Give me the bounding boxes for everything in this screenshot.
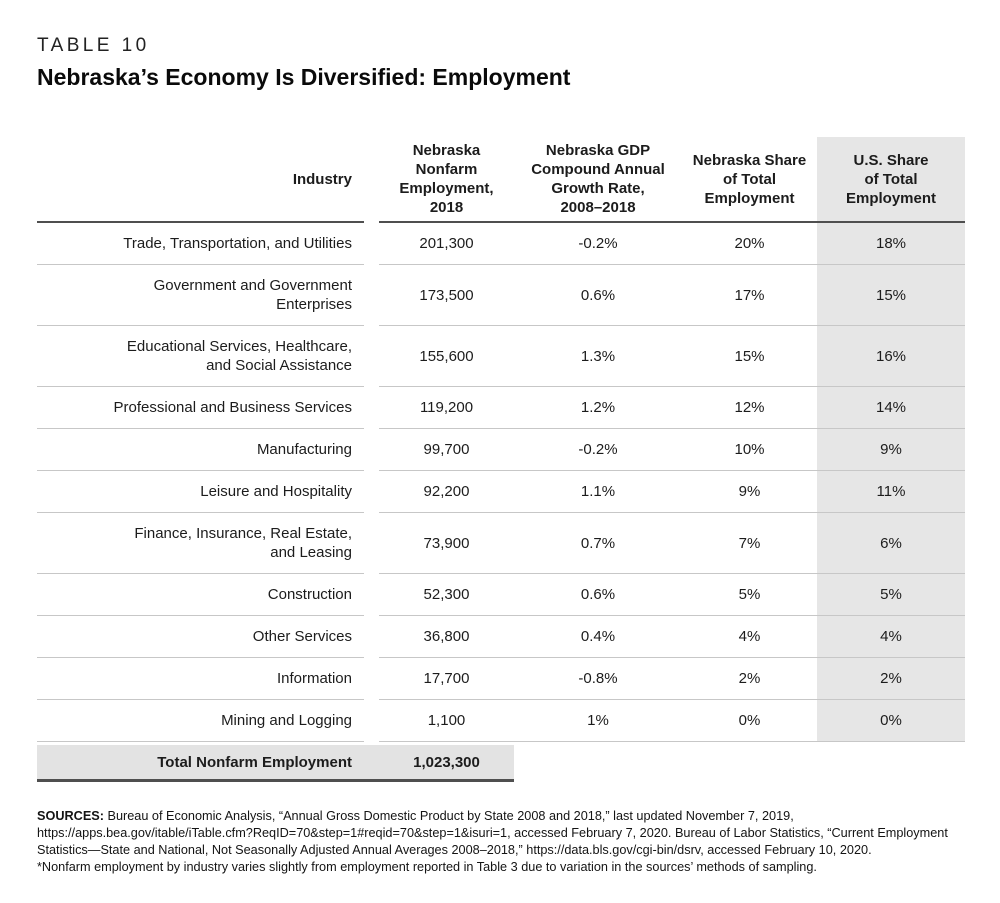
- us-share-cell: 11%: [817, 471, 965, 513]
- table-body: Trade, Transportation, and Utilities 201…: [37, 223, 965, 742]
- column-gap: [364, 616, 379, 658]
- employment-cell: 119,200: [379, 387, 514, 429]
- us-share-cell: 6%: [817, 513, 965, 574]
- table-row: Trade, Transportation, and Utilities 201…: [37, 223, 965, 265]
- column-gap: [364, 429, 379, 471]
- growth-cell: -0.2%: [514, 429, 682, 471]
- col-header-nonfarm-employment: Nebraska Nonfarm Employment, 2018: [379, 137, 514, 223]
- col-header-us-share: U.S. Share of Total Employment: [817, 137, 965, 223]
- growth-cell: 0.7%: [514, 513, 682, 574]
- total-cell: Total Nonfarm Employment 1,023,300: [37, 742, 514, 782]
- column-gap: [364, 265, 379, 326]
- employment-cell: 173,500: [379, 265, 514, 326]
- column-gap: [364, 223, 379, 265]
- industry-cell: Construction: [37, 574, 364, 616]
- total-label: Total Nonfarm Employment: [157, 753, 352, 771]
- column-gap: [364, 326, 379, 387]
- us-share-cell: 5%: [817, 574, 965, 616]
- growth-cell: 1%: [514, 700, 682, 742]
- growth-cell: 0.4%: [514, 616, 682, 658]
- employment-cell: 92,200: [379, 471, 514, 513]
- column-gap: [364, 471, 379, 513]
- sampling-footnote: *Nonfarm employment by industry varies s…: [37, 860, 817, 874]
- ne-share-cell: 10%: [682, 429, 817, 471]
- ne-share-cell: 5%: [682, 574, 817, 616]
- growth-cell: -0.8%: [514, 658, 682, 700]
- sources-label: SOURCES:: [37, 809, 104, 823]
- col-header-gdp-growth: Nebraska GDP Compound Annual Growth Rate…: [514, 137, 682, 223]
- column-gap: [364, 513, 379, 574]
- us-share-cell: 16%: [817, 326, 965, 387]
- ne-share-cell: 17%: [682, 265, 817, 326]
- us-share-cell: 15%: [817, 265, 965, 326]
- industry-cell: Educational Services, Healthcare, and So…: [37, 326, 364, 387]
- ne-share-cell: 7%: [682, 513, 817, 574]
- growth-cell: 1.3%: [514, 326, 682, 387]
- us-share-cell: 2%: [817, 658, 965, 700]
- table-number-label: TABLE 10: [37, 35, 150, 56]
- growth-cell: 0.6%: [514, 574, 682, 616]
- employment-cell: 52,300: [379, 574, 514, 616]
- column-gap: [364, 387, 379, 429]
- ne-share-cell: 0%: [682, 700, 817, 742]
- column-gap: [364, 700, 379, 742]
- table-row: Finance, Insurance, Real Estate, and Lea…: [37, 513, 965, 574]
- employment-cell: 201,300: [379, 223, 514, 265]
- total-value: 1,023,300: [413, 753, 480, 771]
- col-header-nebraska-share: Nebraska Share of Total Employment: [682, 137, 817, 223]
- sources-text: Bureau of Economic Analysis, “Annual Gro…: [37, 809, 948, 857]
- industry-cell: Leisure and Hospitality: [37, 471, 364, 513]
- table-row: Other Services 36,800 0.4% 4% 4%: [37, 616, 965, 658]
- industry-cell: Manufacturing: [37, 429, 364, 471]
- table-row: Government and Government Enterprises 17…: [37, 265, 965, 326]
- industry-cell: Trade, Transportation, and Utilities: [37, 223, 364, 265]
- sources-paragraph: SOURCES: Bureau of Economic Analysis, “A…: [37, 808, 967, 859]
- column-gap: [364, 574, 379, 616]
- total-row-empty: [514, 742, 965, 782]
- us-share-cell: 4%: [817, 616, 965, 658]
- total-row: Total Nonfarm Employment 1,023,300: [37, 742, 965, 782]
- growth-cell: 1.1%: [514, 471, 682, 513]
- ne-share-cell: 12%: [682, 387, 817, 429]
- growth-cell: 1.2%: [514, 387, 682, 429]
- column-gap: [364, 658, 379, 700]
- industry-cell: Professional and Business Services: [37, 387, 364, 429]
- table-row: Construction 52,300 0.6% 5% 5%: [37, 574, 965, 616]
- ne-share-cell: 4%: [682, 616, 817, 658]
- industry-cell: Government and Government Enterprises: [37, 265, 364, 326]
- table-row: Information 17,700 -0.8% 2% 2%: [37, 658, 965, 700]
- us-share-cell: 9%: [817, 429, 965, 471]
- header-row: Industry Nebraska Nonfarm Employment, 20…: [37, 137, 965, 223]
- table-row: Manufacturing 99,700 -0.2% 10% 9%: [37, 429, 965, 471]
- table-row: Educational Services, Healthcare, and So…: [37, 326, 965, 387]
- table-row: Mining and Logging 1,100 1% 0% 0%: [37, 700, 965, 742]
- industry-cell: Other Services: [37, 616, 364, 658]
- us-share-cell: 14%: [817, 387, 965, 429]
- employment-cell: 17,700: [379, 658, 514, 700]
- ne-share-cell: 9%: [682, 471, 817, 513]
- col-header-industry: Industry: [37, 137, 364, 223]
- employment-table: Industry Nebraska Nonfarm Employment, 20…: [37, 137, 965, 782]
- us-share-cell: 0%: [817, 700, 965, 742]
- table-row: Professional and Business Services 119,2…: [37, 387, 965, 429]
- ne-share-cell: 15%: [682, 326, 817, 387]
- employment-cell: 73,900: [379, 513, 514, 574]
- growth-cell: 0.6%: [514, 265, 682, 326]
- employment-cell: 99,700: [379, 429, 514, 471]
- ne-share-cell: 2%: [682, 658, 817, 700]
- employment-cell: 155,600: [379, 326, 514, 387]
- page-title: Nebraska’s Economy Is Diversified: Emplo…: [37, 64, 571, 90]
- industry-cell: Finance, Insurance, Real Estate, and Lea…: [37, 513, 364, 574]
- growth-cell: -0.2%: [514, 223, 682, 265]
- industry-cell: Information: [37, 658, 364, 700]
- employment-cell: 1,100: [379, 700, 514, 742]
- table-row: Leisure and Hospitality 92,200 1.1% 9% 1…: [37, 471, 965, 513]
- column-gap: [364, 137, 379, 223]
- industry-cell: Mining and Logging: [37, 700, 364, 742]
- ne-share-cell: 20%: [682, 223, 817, 265]
- us-share-cell: 18%: [817, 223, 965, 265]
- employment-cell: 36,800: [379, 616, 514, 658]
- document-page: TABLE 10 Nebraska’s Economy Is Diversifi…: [37, 35, 967, 874]
